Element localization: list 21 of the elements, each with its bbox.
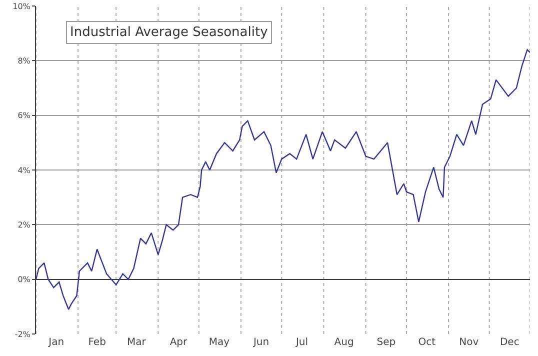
y-tick-label: 6% — [18, 111, 31, 120]
x-tick-label: Jul — [294, 337, 308, 348]
x-tick-label: Mar — [126, 337, 147, 348]
y-tick-label: 4% — [18, 166, 31, 175]
line-series — [36, 49, 530, 310]
y-tick-label: 2% — [18, 220, 31, 230]
x-tick-label: Dec — [500, 337, 520, 348]
x-tick-label: Aug — [334, 337, 354, 348]
x-tick-label: May — [208, 337, 230, 348]
x-tick-label: Apr — [170, 337, 188, 348]
x-tick-label: Sep — [376, 337, 396, 348]
y-tick-label: -2% — [14, 330, 31, 339]
y-tick-label: 0% — [18, 275, 31, 284]
x-tick-label: Oct — [418, 337, 436, 348]
x-tick-label: Feb — [88, 337, 106, 348]
x-tick-label: Jun — [252, 337, 270, 348]
y-tick-label: 10% — [12, 2, 31, 11]
text: Industrial Average Seasonality — [70, 25, 268, 40]
x-tick-label: Jan — [48, 337, 64, 348]
x-tick-label: Nov — [459, 337, 479, 348]
y-tick-label: 8% — [18, 56, 31, 66]
